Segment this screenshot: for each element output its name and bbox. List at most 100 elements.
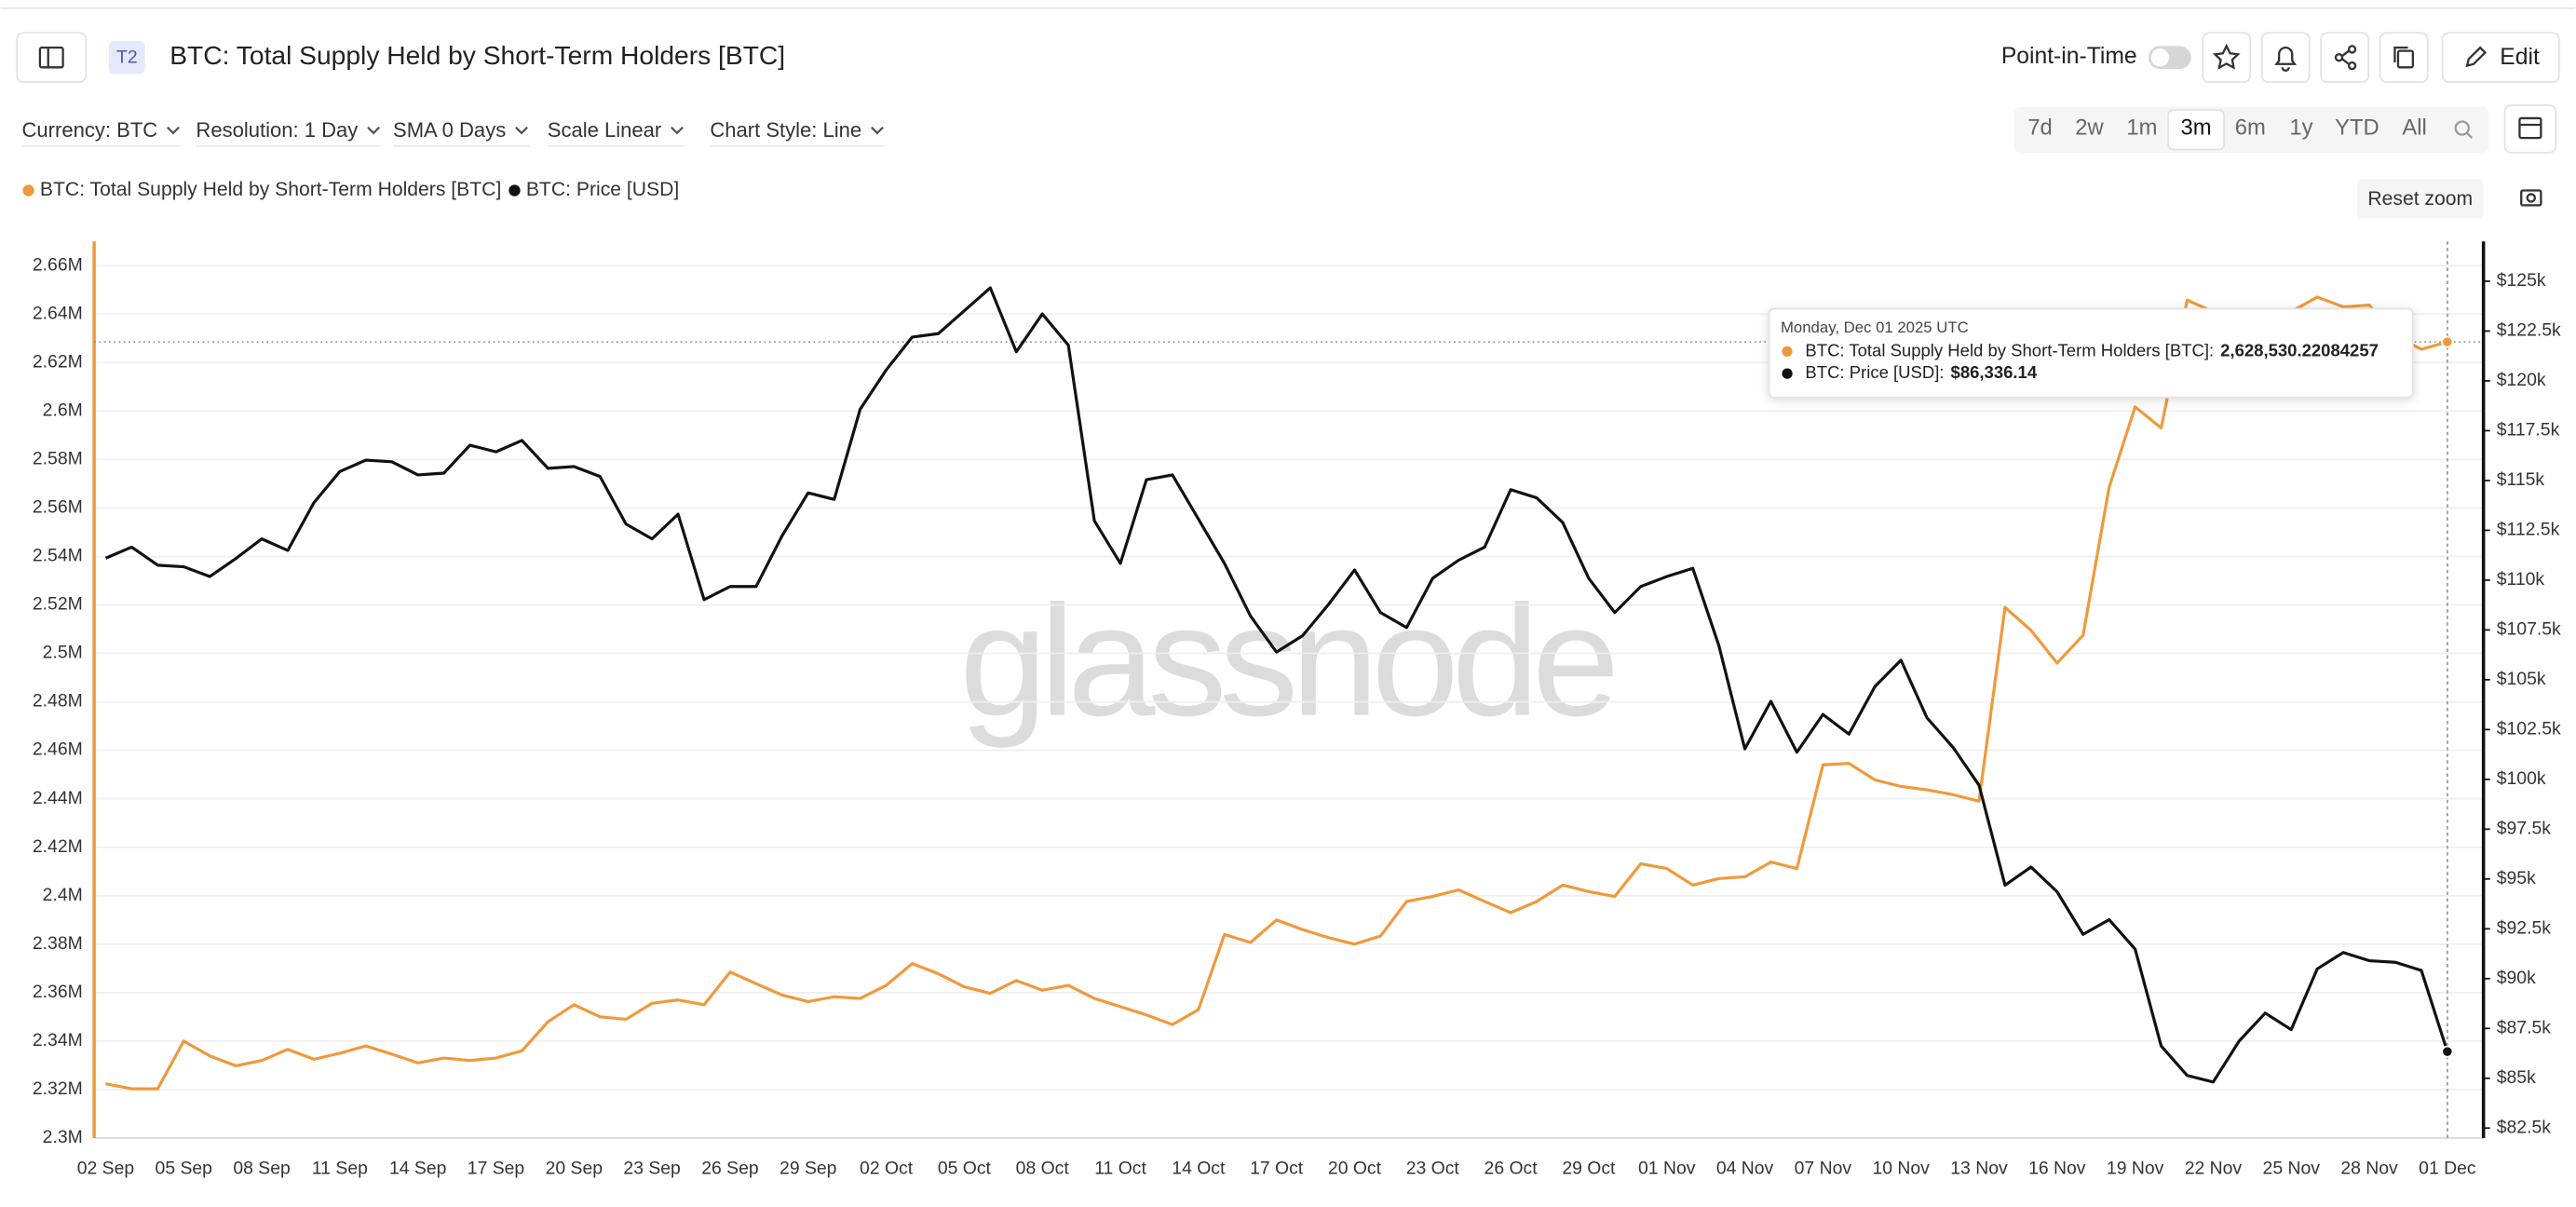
x-tick-label: 25 Nov	[2263, 1159, 2321, 1179]
range-button[interactable]: YTD	[2335, 115, 2379, 141]
favorite-button[interactable]	[2202, 32, 2252, 84]
copy-button[interactable]	[2379, 32, 2429, 84]
x-tick-label: 28 Nov	[2340, 1159, 2398, 1179]
x-tick-label: 22 Nov	[2185, 1159, 2243, 1179]
dropdown[interactable]: Resolution: 1 Day	[196, 118, 382, 147]
range-button[interactable]: 6m	[2235, 115, 2266, 141]
x-tick-label: 05 Sep	[156, 1159, 212, 1179]
y-tick-label: 2.36M	[33, 982, 83, 1002]
dropdown[interactable]: SMA 0 Days	[393, 118, 529, 147]
x-tick-label: 02 Sep	[77, 1159, 134, 1179]
range-button[interactable]: 2w	[2075, 115, 2104, 141]
x-tick-label: 26 Sep	[701, 1159, 758, 1179]
edit-label: Edit	[2500, 45, 2540, 70]
x-tick-label: 14 Sep	[389, 1159, 446, 1179]
chevron	[166, 126, 180, 135]
x-tick-label: 11 Sep	[312, 1159, 368, 1179]
y-tick-label: 2.38M	[33, 933, 83, 954]
reset-zoom-label: Reset zoom	[2367, 188, 2473, 210]
chevron	[367, 126, 381, 135]
y2-tick-label: $87.5k	[2497, 1017, 2551, 1037]
y-tick-label: 2.46M	[33, 739, 83, 760]
y-tick-label: 2.62M	[33, 351, 83, 372]
hover-point	[2441, 1045, 2454, 1058]
y2-tick-label: $92.5k	[2497, 917, 2551, 938]
y2-tick-label: $107.5k	[2497, 619, 2561, 640]
y-tick-label: 2.56M	[33, 497, 83, 518]
tooltip-value: 2,628,530.22084257	[2220, 340, 2379, 359]
tooltip-label: BTC: Price [USD]:	[1805, 362, 1944, 382]
dropdown[interactable]: Chart Style: Line	[710, 118, 885, 147]
y2-tick-label: $120k	[2497, 370, 2546, 390]
x-tick-label: 16 Nov	[2028, 1159, 2086, 1179]
y-tick-label: 2.52M	[33, 594, 83, 615]
x-tick-label: 23 Sep	[623, 1159, 680, 1179]
x-tick-label: 04 Nov	[1716, 1159, 1774, 1179]
y-tick-label: 2.3M	[43, 1127, 83, 1147]
share-button[interactable]	[2320, 32, 2370, 84]
zoom-select-button[interactable]	[2447, 115, 2480, 144]
dropdown-label: Chart Style: Line	[710, 118, 861, 142]
reset-zoom-button[interactable]: Reset zoom	[2356, 179, 2484, 219]
range-button[interactable]: 3m	[2181, 115, 2212, 141]
screenshot-button[interactable]	[2520, 189, 2542, 207]
x-tick-label: 11 Oct	[1094, 1159, 1146, 1179]
dropdown-label: SMA 0 Days	[393, 118, 506, 142]
legend-label[interactable]: BTC: Price [USD]	[526, 179, 679, 200]
range-button[interactable]: All	[2402, 115, 2426, 141]
tooltip-item: BTC: Total Supply Held by Short-Term Hol…	[1805, 340, 2378, 359]
point-in-time-toggle[interactable]	[2148, 46, 2191, 70]
y-tick-label: 2.48M	[33, 691, 83, 712]
legend-dot	[22, 184, 34, 197]
x-tick-label: 20 Sep	[546, 1159, 603, 1179]
series-line	[104, 286, 2449, 1084]
legend-dot	[508, 184, 521, 197]
hover-point	[2441, 335, 2454, 348]
tooltip-dot	[1782, 368, 1793, 379]
y2-tick-label: $125k	[2497, 270, 2546, 291]
x-tick-label: 23 Oct	[1406, 1159, 1460, 1179]
y2-tick-label: $100k	[2497, 768, 2546, 789]
x-tick-label: 07 Nov	[1795, 1159, 1852, 1179]
dropdown-label: Resolution: 1 Day	[196, 118, 358, 142]
dropdown[interactable]: Currency: BTC	[21, 118, 181, 147]
range-button[interactable]: 7d	[2027, 115, 2052, 141]
dropdown[interactable]: Scale Linear	[547, 118, 685, 147]
range-button[interactable]: 1y	[2289, 115, 2312, 141]
y-tick-label: 2.64M	[33, 303, 83, 323]
y-tick-label: 2.42M	[33, 836, 83, 857]
y-tick-label: 2.6M	[43, 400, 83, 420]
y-tick-label: 2.32M	[33, 1078, 83, 1099]
tooltip-dot	[1782, 346, 1793, 357]
tooltip-date: Monday, Dec 01 2025 UTC	[1781, 319, 1969, 336]
y2-tick-label: $105k	[2497, 669, 2546, 689]
x-tick-label: 17 Oct	[1250, 1159, 1304, 1179]
range-button[interactable]: 1m	[2126, 115, 2157, 141]
y2-tick-label: $122.5k	[2497, 320, 2561, 341]
x-tick-label: 05 Oct	[938, 1159, 992, 1179]
x-tick-label: 29 Sep	[780, 1159, 836, 1179]
legend-label[interactable]: BTC: Total Supply Held by Short-Term Hol…	[40, 179, 501, 200]
edit-button[interactable]: Edit	[2441, 32, 2560, 84]
y-tick-label: 2.66M	[33, 254, 83, 275]
dropdown-label: Scale Linear	[548, 118, 661, 142]
x-tick-label: 10 Nov	[1872, 1159, 1930, 1179]
calendar-button[interactable]	[2503, 103, 2557, 154]
range-group	[2013, 106, 2488, 153]
plot: glassnode 2.3M 2.32M 2.34M 2.36M 2.38M 2.4M 2.4…	[33, 241, 2561, 1179]
y2-tick-label: $117.5k	[2497, 420, 2560, 441]
sidebar-toggle[interactable]	[16, 32, 88, 84]
chevron	[515, 126, 528, 135]
y2-tick-label: $95k	[2497, 868, 2536, 888]
tooltip-box	[1768, 307, 2414, 399]
alert-button[interactable]	[2260, 32, 2311, 84]
x-tick-label: 13 Nov	[1950, 1159, 2008, 1179]
x-tick-label: 14 Oct	[1172, 1159, 1226, 1179]
badge: T2	[116, 47, 138, 68]
y2-tick-label: $115k	[2497, 469, 2545, 490]
y-tick-label: 2.4M	[43, 885, 83, 905]
y-tick-label: 2.54M	[33, 546, 83, 566]
x-tick-label: 19 Nov	[2107, 1159, 2164, 1179]
x-tick-label: 02 Oct	[860, 1159, 914, 1179]
